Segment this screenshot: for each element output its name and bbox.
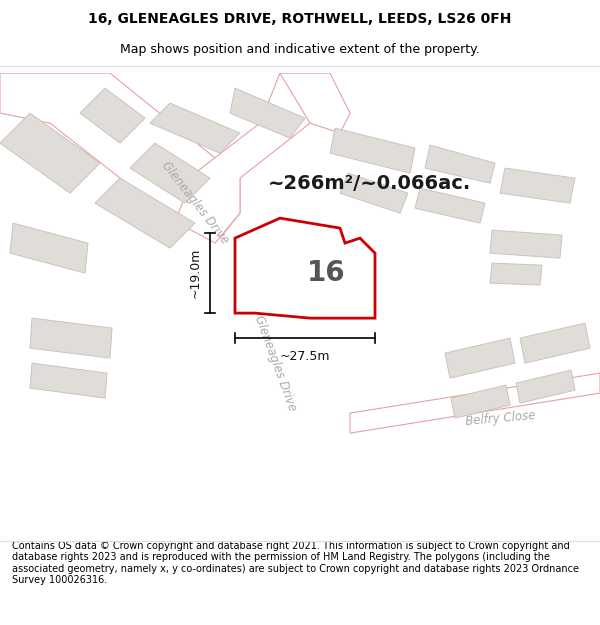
Text: Contains OS data © Crown copyright and database right 2021. This information is : Contains OS data © Crown copyright and d… bbox=[12, 541, 579, 586]
Polygon shape bbox=[490, 230, 562, 258]
Polygon shape bbox=[415, 188, 485, 223]
Polygon shape bbox=[445, 338, 515, 378]
Text: ~19.0m: ~19.0m bbox=[189, 248, 202, 298]
Polygon shape bbox=[490, 263, 542, 285]
Polygon shape bbox=[425, 145, 495, 183]
Text: Belfry Close: Belfry Close bbox=[464, 409, 536, 428]
Polygon shape bbox=[0, 73, 240, 238]
Polygon shape bbox=[230, 88, 305, 138]
Polygon shape bbox=[500, 168, 575, 203]
Polygon shape bbox=[10, 223, 88, 273]
Polygon shape bbox=[80, 88, 145, 143]
Polygon shape bbox=[175, 73, 330, 243]
Polygon shape bbox=[30, 318, 112, 358]
Polygon shape bbox=[0, 113, 100, 193]
Polygon shape bbox=[330, 128, 415, 173]
Polygon shape bbox=[340, 173, 408, 213]
Polygon shape bbox=[30, 363, 107, 398]
Text: Gleneagles Drive: Gleneagles Drive bbox=[251, 314, 298, 412]
Polygon shape bbox=[95, 178, 195, 248]
Polygon shape bbox=[130, 143, 210, 203]
Text: ~27.5m: ~27.5m bbox=[280, 350, 330, 363]
Polygon shape bbox=[350, 373, 600, 433]
Text: Map shows position and indicative extent of the property.: Map shows position and indicative extent… bbox=[120, 44, 480, 56]
Text: 16: 16 bbox=[307, 259, 346, 287]
Text: ~266m²/~0.066ac.: ~266m²/~0.066ac. bbox=[268, 174, 472, 192]
Polygon shape bbox=[235, 218, 375, 318]
Polygon shape bbox=[516, 370, 575, 403]
Polygon shape bbox=[520, 323, 590, 363]
Text: 16, GLENEAGLES DRIVE, ROTHWELL, LEEDS, LS26 0FH: 16, GLENEAGLES DRIVE, ROTHWELL, LEEDS, L… bbox=[88, 12, 512, 26]
Polygon shape bbox=[150, 103, 240, 153]
Text: Gleneagles Drive: Gleneagles Drive bbox=[159, 159, 231, 247]
Polygon shape bbox=[280, 73, 350, 133]
Polygon shape bbox=[451, 385, 510, 418]
